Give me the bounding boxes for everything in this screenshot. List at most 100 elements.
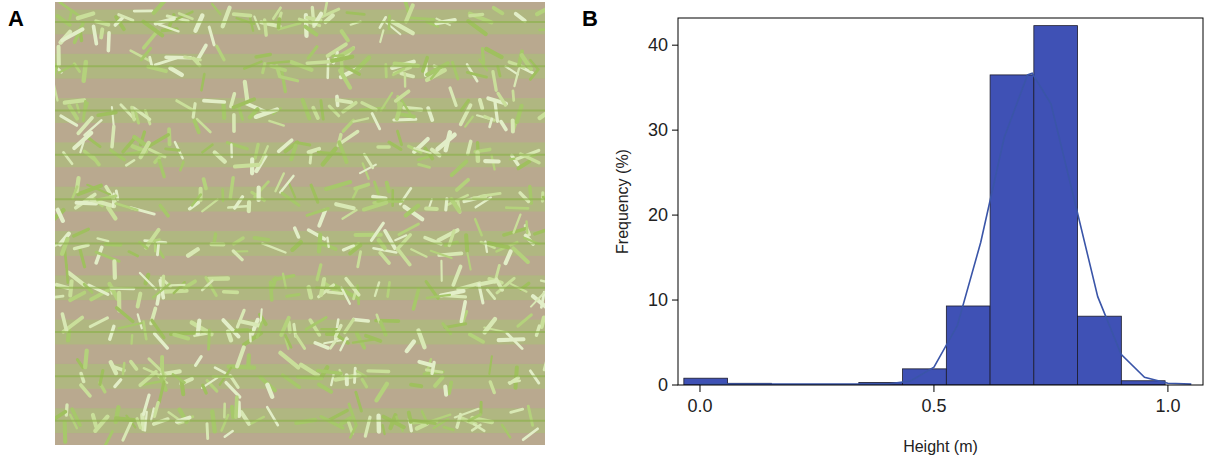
leaf bbox=[452, 62, 457, 79]
leaf bbox=[339, 142, 346, 162]
leaf bbox=[417, 424, 427, 429]
leaf bbox=[123, 363, 124, 374]
leaf bbox=[318, 152, 341, 154]
leaf bbox=[353, 340, 374, 343]
leaf bbox=[423, 58, 428, 71]
leaf bbox=[196, 15, 203, 30]
leaf bbox=[231, 94, 235, 107]
crop-row bbox=[55, 187, 545, 212]
leaf bbox=[185, 57, 201, 60]
leaf bbox=[236, 250, 247, 252]
leaf bbox=[95, 417, 107, 431]
leaf bbox=[343, 246, 353, 250]
leaf bbox=[121, 105, 135, 119]
leaf bbox=[241, 412, 249, 424]
row-center bbox=[55, 154, 545, 156]
leaf bbox=[108, 207, 115, 218]
leaf bbox=[117, 308, 133, 322]
leaf bbox=[55, 84, 57, 100]
leaf bbox=[388, 282, 390, 296]
leaf bbox=[234, 14, 251, 16]
y-tick-label: 10 bbox=[648, 290, 668, 310]
leaf bbox=[123, 138, 135, 152]
row-center bbox=[55, 110, 545, 112]
leaf bbox=[356, 392, 362, 411]
leaf bbox=[328, 292, 342, 294]
leaf bbox=[237, 310, 244, 327]
leaf bbox=[229, 365, 254, 370]
leaf bbox=[401, 73, 413, 76]
leaf bbox=[490, 382, 494, 393]
leaf bbox=[280, 176, 293, 193]
leaf bbox=[138, 314, 142, 328]
leaf bbox=[480, 100, 482, 108]
leaf bbox=[303, 100, 310, 118]
leaf bbox=[358, 252, 361, 267]
leaf bbox=[419, 362, 432, 366]
leaf bbox=[362, 379, 366, 386]
leaf bbox=[245, 82, 247, 100]
leaf bbox=[81, 373, 84, 381]
leaf bbox=[74, 229, 89, 236]
leaf bbox=[94, 26, 97, 43]
leaf bbox=[397, 235, 410, 249]
leaf bbox=[325, 3, 327, 13]
leaf bbox=[77, 360, 82, 368]
leaf bbox=[100, 371, 103, 385]
leaf bbox=[256, 188, 260, 200]
row-center bbox=[55, 375, 545, 377]
row-center bbox=[55, 65, 545, 67]
leaf bbox=[55, 245, 57, 251]
leaf bbox=[345, 320, 354, 333]
leaf bbox=[295, 228, 299, 237]
leaf bbox=[57, 47, 61, 65]
leaf bbox=[467, 72, 486, 77]
leaf bbox=[516, 14, 525, 21]
leaf bbox=[330, 339, 337, 349]
leaf bbox=[372, 113, 380, 128]
leaf bbox=[353, 368, 357, 382]
row-center bbox=[55, 21, 545, 23]
leaf bbox=[505, 66, 517, 74]
leaf bbox=[194, 121, 198, 133]
leaf bbox=[88, 137, 100, 146]
leaf bbox=[232, 407, 233, 417]
leaf bbox=[332, 57, 352, 61]
leaf bbox=[313, 108, 318, 118]
leaf bbox=[262, 243, 285, 252]
figure: AB0102030400.00.51.0Height (m)Frequency … bbox=[0, 0, 1209, 464]
leaf bbox=[154, 240, 156, 252]
leaf bbox=[475, 219, 481, 235]
leaf bbox=[485, 159, 498, 163]
leaf bbox=[62, 29, 82, 40]
leaf bbox=[234, 99, 255, 107]
leaf bbox=[107, 33, 111, 51]
leaf bbox=[470, 14, 483, 15]
leaf bbox=[336, 326, 341, 337]
leaf bbox=[378, 145, 389, 149]
leaf bbox=[509, 381, 520, 383]
leaf bbox=[166, 149, 180, 150]
leaf bbox=[240, 321, 259, 325]
leaf bbox=[307, 209, 328, 216]
leaf bbox=[223, 8, 230, 27]
leaf bbox=[467, 253, 470, 269]
leaf bbox=[342, 31, 348, 40]
leaf bbox=[327, 238, 328, 247]
leaf bbox=[518, 315, 531, 326]
leaf bbox=[142, 415, 143, 429]
leaf bbox=[224, 290, 238, 294]
leaf bbox=[542, 318, 544, 327]
leaf bbox=[343, 120, 353, 131]
leaf bbox=[393, 22, 413, 33]
histogram-bar bbox=[990, 75, 1034, 385]
leaf bbox=[116, 17, 124, 29]
leaf bbox=[98, 112, 116, 115]
leaf bbox=[493, 72, 496, 91]
leaf bbox=[308, 47, 317, 58]
crop-row bbox=[55, 54, 545, 79]
leaf bbox=[111, 362, 116, 373]
leaf bbox=[350, 425, 356, 438]
leaf bbox=[347, 13, 364, 15]
row-center bbox=[55, 242, 545, 244]
